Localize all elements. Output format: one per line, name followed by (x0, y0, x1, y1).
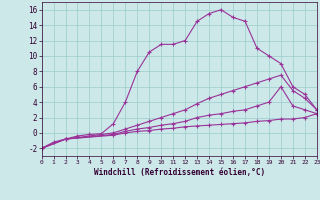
X-axis label: Windchill (Refroidissement éolien,°C): Windchill (Refroidissement éolien,°C) (94, 168, 265, 177)
